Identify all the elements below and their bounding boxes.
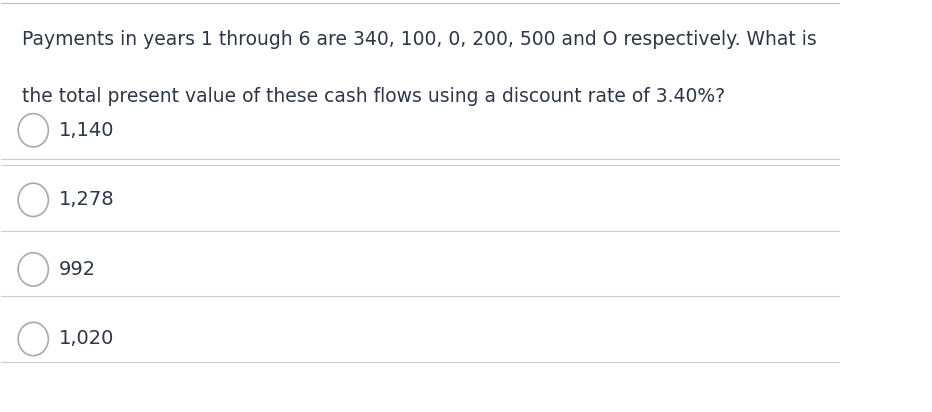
Text: 1,278: 1,278	[59, 190, 114, 209]
Text: 992: 992	[59, 260, 96, 279]
Text: 1,140: 1,140	[59, 121, 114, 140]
Text: 1,020: 1,020	[59, 330, 114, 349]
Text: Payments in years 1 through 6 are 340, 100, 0, 200, 500 and O respectively. What: Payments in years 1 through 6 are 340, 1…	[22, 30, 817, 49]
Text: the total present value of these cash flows using a discount rate of 3.40%?: the total present value of these cash fl…	[22, 87, 725, 106]
